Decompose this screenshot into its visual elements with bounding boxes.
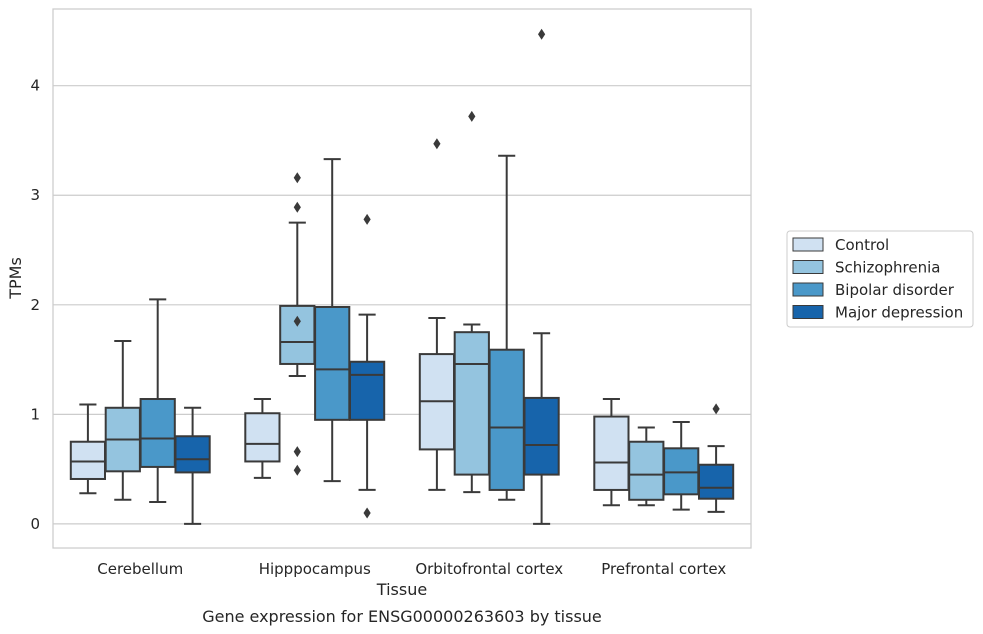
y-tick-label: 2	[30, 296, 40, 314]
box-iqr	[593, 415, 630, 491]
box-3-3	[697, 403, 735, 513]
legend-frame	[786, 230, 974, 328]
box-3-2	[663, 421, 700, 511]
outlier-point	[293, 464, 301, 476]
box-1-0	[244, 398, 281, 479]
box-2-3	[523, 28, 560, 525]
x-tick-label: Prefrontal cortex	[601, 560, 726, 578]
plot-frame	[52, 8, 752, 549]
outlier-point	[363, 213, 371, 225]
y-axis-label: TPMs	[6, 257, 25, 300]
legend-swatch	[792, 282, 824, 297]
outlier-point	[293, 172, 301, 184]
box-iqr	[174, 435, 211, 474]
legend-swatch	[792, 237, 824, 252]
box-1-2	[314, 158, 351, 483]
box-0-3	[174, 406, 211, 525]
box-3-0	[593, 398, 630, 507]
x-tick-label: Orbitofrontal cortex	[415, 560, 563, 578]
box-3-1	[628, 426, 665, 507]
x-axis-ticks: Cerebellum Hipppocampus Orbitofrontal cort…	[97, 560, 726, 578]
box-iqr	[453, 331, 490, 476]
legend-label: Major depression	[835, 304, 963, 322]
outlier-point	[468, 110, 476, 122]
outlier-point	[293, 201, 301, 213]
x-tick-label: Hipppocampus	[259, 560, 371, 578]
outlier-point	[293, 315, 301, 327]
outlier-point	[293, 446, 301, 458]
box-0-0	[69, 403, 107, 495]
legend: Control Schizophrenia Bipolar disorder Majo…	[786, 230, 974, 328]
box-iqr	[488, 348, 525, 491]
box-iqr	[314, 305, 351, 421]
legend-swatch	[792, 305, 824, 319]
box-iqr	[628, 440, 665, 501]
box-1-1	[279, 172, 316, 476]
chart-caption: Gene expression for ENSG00000263603 by t…	[202, 607, 602, 626]
x-tick-label: Cerebellum	[97, 560, 183, 578]
box-2-0	[418, 138, 456, 491]
y-tick-label: 0	[30, 515, 40, 533]
box-0-1	[104, 339, 141, 501]
box-0-2	[139, 298, 176, 503]
box-iqr	[663, 447, 700, 496]
legend-label: Schizophrenia	[835, 259, 940, 277]
legend-label: Bipolar disorder	[835, 281, 955, 299]
box-iqr	[244, 412, 281, 463]
box-1-3	[348, 213, 386, 519]
outlier-point	[363, 507, 371, 519]
box-iqr	[69, 440, 107, 480]
y-tick-label: 4	[30, 77, 40, 95]
y-tick-label: 1	[30, 405, 40, 423]
outlier-point	[538, 28, 546, 40]
box-iqr	[139, 398, 176, 468]
outlier-point	[433, 138, 441, 150]
y-tick-label: 3	[30, 186, 40, 204]
outlier-point	[712, 403, 720, 415]
box-iqr	[523, 396, 560, 476]
legend-swatch	[792, 260, 824, 274]
legend-label: Control	[835, 236, 889, 254]
box-iqr	[279, 304, 316, 365]
y-axis-ticks: 0 1 2 3 4	[30, 77, 40, 533]
box-groups	[69, 28, 735, 525]
box-iqr	[348, 360, 386, 421]
box-2-2	[488, 154, 525, 501]
box-iqr	[697, 463, 735, 500]
x-axis-label: Tissue	[376, 580, 427, 599]
